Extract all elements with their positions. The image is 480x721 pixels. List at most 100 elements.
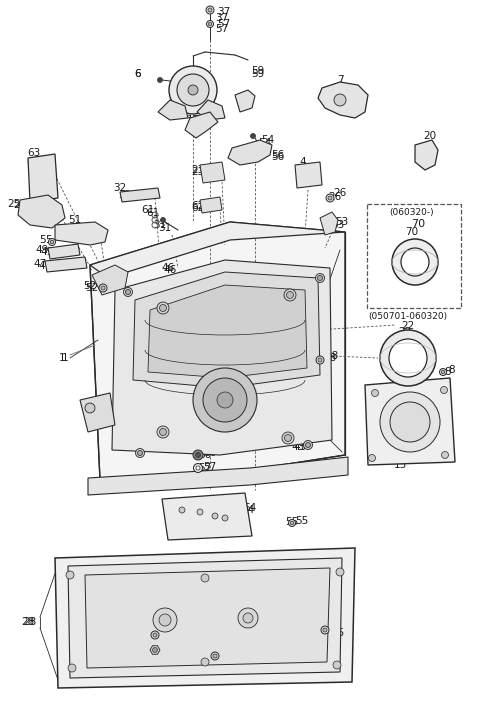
Polygon shape — [185, 112, 218, 138]
Circle shape — [193, 450, 203, 460]
Polygon shape — [45, 257, 87, 272]
Text: 64: 64 — [241, 505, 254, 515]
Text: 3: 3 — [89, 417, 96, 427]
Polygon shape — [200, 197, 222, 213]
Text: 55: 55 — [286, 517, 299, 527]
Text: 57: 57 — [198, 463, 212, 473]
Circle shape — [50, 240, 54, 244]
Text: 7: 7 — [336, 75, 343, 85]
Text: 37: 37 — [217, 7, 230, 17]
Text: 68: 68 — [161, 644, 175, 654]
Circle shape — [238, 608, 258, 628]
Text: 63: 63 — [27, 148, 41, 158]
Circle shape — [441, 386, 447, 394]
Circle shape — [197, 509, 203, 515]
Circle shape — [188, 85, 198, 95]
Circle shape — [213, 654, 217, 658]
Circle shape — [85, 403, 95, 413]
Circle shape — [380, 392, 440, 452]
Polygon shape — [150, 646, 160, 655]
Circle shape — [287, 291, 293, 298]
Text: 31: 31 — [158, 223, 172, 233]
Text: 43: 43 — [291, 442, 305, 452]
Text: 56: 56 — [271, 150, 285, 160]
Polygon shape — [320, 212, 338, 235]
Text: 46: 46 — [163, 265, 177, 275]
Text: 53: 53 — [336, 217, 348, 227]
Text: 51: 51 — [75, 223, 89, 233]
Circle shape — [157, 77, 163, 82]
Circle shape — [159, 428, 167, 435]
Text: 11: 11 — [236, 97, 250, 107]
Text: 11: 11 — [236, 95, 250, 105]
Circle shape — [66, 571, 74, 579]
Text: 25: 25 — [13, 200, 26, 210]
Circle shape — [193, 464, 203, 472]
Circle shape — [251, 133, 255, 138]
Circle shape — [321, 626, 329, 634]
Circle shape — [282, 432, 294, 444]
Text: 45: 45 — [331, 628, 345, 638]
Circle shape — [318, 358, 322, 362]
Polygon shape — [415, 140, 438, 170]
Text: 30: 30 — [245, 430, 259, 440]
Circle shape — [179, 507, 185, 513]
Text: 30: 30 — [249, 432, 262, 442]
Text: 5: 5 — [40, 235, 46, 245]
Polygon shape — [295, 162, 322, 188]
Text: 55: 55 — [295, 516, 309, 526]
Text: 49: 49 — [36, 245, 48, 255]
Circle shape — [101, 286, 105, 290]
Polygon shape — [318, 82, 368, 118]
Text: 57: 57 — [217, 19, 230, 29]
Polygon shape — [80, 393, 115, 432]
Circle shape — [99, 284, 107, 292]
Polygon shape — [18, 195, 65, 228]
Circle shape — [243, 613, 253, 623]
Circle shape — [137, 451, 143, 456]
Text: 70: 70 — [411, 219, 425, 229]
Circle shape — [369, 454, 375, 461]
Circle shape — [217, 392, 233, 408]
Circle shape — [195, 453, 201, 458]
Circle shape — [203, 378, 247, 422]
Text: 15: 15 — [398, 453, 412, 463]
Text: 1: 1 — [62, 353, 68, 363]
Polygon shape — [90, 222, 345, 278]
Circle shape — [284, 289, 296, 301]
Text: (050701-060320): (050701-060320) — [369, 311, 447, 321]
Circle shape — [208, 8, 212, 12]
Circle shape — [212, 513, 218, 519]
Polygon shape — [148, 285, 307, 378]
Circle shape — [288, 520, 296, 526]
Text: 26: 26 — [328, 192, 342, 202]
Polygon shape — [55, 548, 355, 688]
Text: 62: 62 — [192, 203, 204, 213]
Circle shape — [303, 441, 312, 449]
Circle shape — [201, 658, 209, 666]
Circle shape — [441, 371, 445, 373]
Polygon shape — [90, 222, 345, 480]
Text: 22: 22 — [398, 327, 412, 337]
Text: 8: 8 — [444, 367, 451, 377]
Text: 59: 59 — [252, 69, 264, 79]
Circle shape — [222, 515, 228, 521]
Polygon shape — [197, 100, 225, 120]
Text: 28: 28 — [24, 617, 36, 627]
Text: 23: 23 — [192, 167, 204, 177]
Text: 46: 46 — [161, 263, 175, 273]
Text: 31: 31 — [154, 220, 167, 230]
Text: 45: 45 — [324, 630, 336, 640]
Circle shape — [440, 368, 446, 376]
Polygon shape — [92, 265, 128, 295]
Text: 32: 32 — [113, 183, 127, 193]
Polygon shape — [88, 457, 348, 495]
Text: 66: 66 — [198, 450, 212, 460]
Text: 63: 63 — [26, 158, 40, 168]
Text: 8: 8 — [449, 365, 456, 375]
Text: 22: 22 — [401, 321, 415, 331]
Circle shape — [390, 402, 430, 442]
Circle shape — [380, 330, 436, 386]
Text: 53: 53 — [331, 220, 345, 230]
Circle shape — [157, 302, 169, 314]
